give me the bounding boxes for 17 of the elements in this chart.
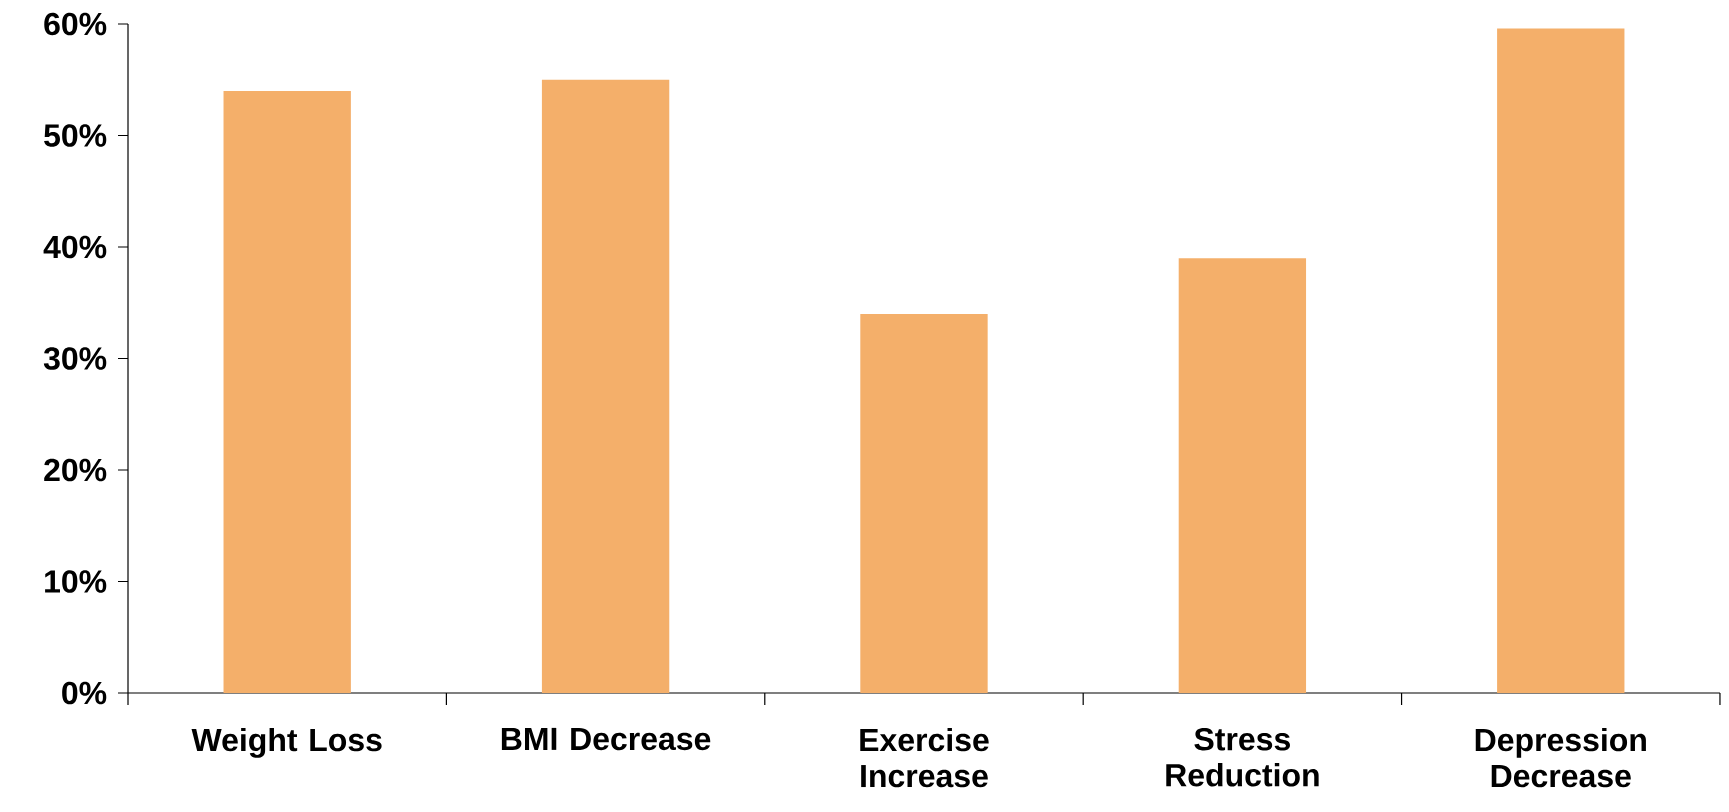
x-tick-label: Stress Reduction bbox=[1166, 727, 1319, 787]
y-tick-label: 60% bbox=[44, 12, 107, 36]
x-tick-label: Weight Loss bbox=[191, 727, 382, 758]
y-tick-label: 30% bbox=[43, 347, 107, 370]
x-tick-label: BMI Decrease bbox=[501, 727, 711, 751]
bar bbox=[541, 79, 670, 693]
bar bbox=[860, 313, 988, 693]
bar bbox=[1497, 28, 1625, 693]
y-tick-label: 20% bbox=[44, 458, 107, 482]
y-tick-label: 10% bbox=[45, 570, 107, 593]
x-tick-label: Depression Decrease bbox=[1475, 727, 1646, 788]
y-tick-label: 50% bbox=[44, 124, 107, 147]
y-tick-label: 40% bbox=[43, 235, 107, 259]
y-tick-label: 0% bbox=[62, 681, 107, 705]
bar bbox=[1178, 258, 1307, 693]
x-tick-label: Exercise Increase bbox=[860, 727, 989, 788]
bar bbox=[223, 90, 351, 693]
